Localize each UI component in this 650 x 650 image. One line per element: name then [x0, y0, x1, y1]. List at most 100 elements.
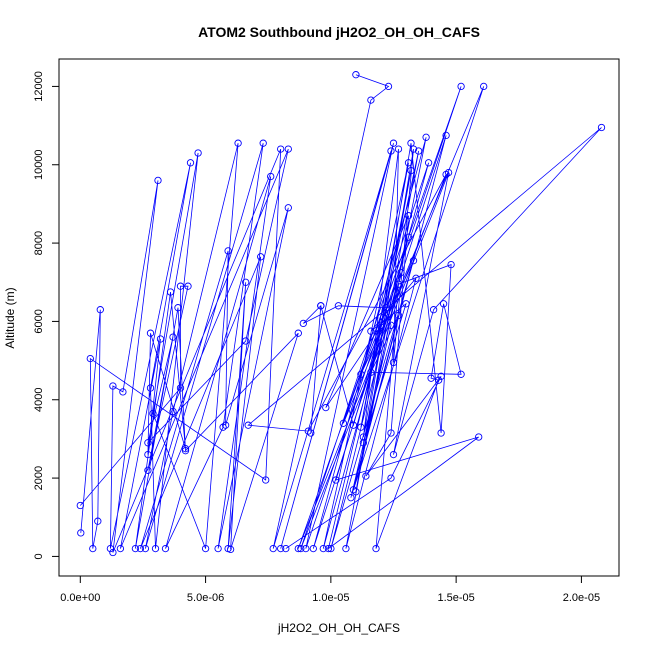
- data-point: [404, 233, 413, 241]
- data-point: [480, 82, 488, 91]
- data-point: [447, 260, 455, 269]
- data-point: [244, 421, 252, 429]
- data-point: [352, 488, 360, 496]
- data-point: [387, 429, 395, 437]
- data-point: [96, 306, 104, 314]
- data-point: [347, 494, 355, 502]
- data-point: [367, 368, 375, 376]
- series-2: [244, 71, 606, 553]
- data-point: [372, 544, 380, 553]
- plot-frame: [58, 58, 620, 577]
- data-point: [154, 176, 162, 185]
- data-point: [327, 544, 335, 553]
- y-tick-label: 0: [33, 553, 45, 559]
- data-point: [309, 544, 317, 553]
- data-point: [404, 159, 413, 167]
- y-tick-label: 2000: [33, 466, 45, 490]
- data-point: [267, 172, 275, 181]
- data-point: [324, 544, 333, 553]
- y-tick-label: 6000: [33, 309, 45, 333]
- data-point: [146, 329, 155, 337]
- data-point: [299, 319, 307, 328]
- x-tick-label: 1.5e-05: [437, 592, 474, 604]
- data-point: [307, 429, 315, 437]
- data-point: [389, 358, 398, 367]
- data-point: [141, 544, 150, 553]
- data-point: [437, 372, 445, 380]
- data-point: [414, 147, 423, 155]
- data-point: [349, 421, 358, 429]
- data-point: [394, 311, 403, 320]
- data-point: [359, 433, 368, 441]
- series-line: [247, 74, 602, 550]
- data-point: [181, 447, 190, 455]
- data-point: [119, 388, 127, 396]
- data-point: [284, 204, 292, 212]
- data-point: [409, 257, 418, 265]
- data-point: [342, 544, 350, 553]
- data-point: [384, 82, 393, 91]
- data-point: [387, 147, 395, 155]
- y-tick-label: 4000: [33, 388, 45, 412]
- data-point: [161, 544, 170, 553]
- data-point: [77, 529, 85, 537]
- data-point: [427, 374, 435, 382]
- data-point: [131, 544, 140, 553]
- data-point: [442, 131, 450, 140]
- data-point: [156, 335, 165, 343]
- data-point: [269, 544, 277, 553]
- data-point: [136, 544, 145, 553]
- data-point: [284, 145, 292, 153]
- data-point: [94, 517, 102, 525]
- chart-title: ATOM2 Southbound jH2O2_OH_OH_CAFS: [198, 24, 480, 40]
- x-tick-label: 0.0e+00: [60, 592, 100, 604]
- x-tick-label: 2.0e-05: [563, 592, 600, 604]
- data-point: [106, 544, 115, 553]
- data-point: [226, 545, 235, 554]
- data-point: [294, 329, 302, 337]
- data-point: [277, 544, 285, 553]
- data-point: [357, 370, 365, 378]
- data-point: [442, 170, 450, 179]
- data-point: [166, 288, 175, 296]
- data-point: [434, 376, 443, 384]
- data-point: [437, 429, 445, 437]
- data-point: [402, 300, 410, 308]
- data-point: [294, 544, 302, 553]
- data-point: [169, 407, 177, 416]
- data-point: [219, 423, 227, 431]
- data-point: [422, 133, 430, 141]
- data-point: [367, 327, 375, 335]
- data-point: [262, 476, 270, 484]
- data-point: [186, 159, 195, 167]
- data-point: [439, 300, 448, 308]
- data-point: [407, 166, 415, 175]
- data-point: [116, 544, 125, 553]
- y-tick-label: 12000: [33, 71, 45, 102]
- data-point: [319, 544, 327, 553]
- x-tick-label: 5.0e-06: [187, 592, 224, 604]
- data-point: [169, 333, 177, 341]
- data-point: [404, 212, 413, 220]
- y-tick-label: 8000: [33, 231, 45, 255]
- x-axis: 0.0e+00 5.0e-06 1.0e-05 1.5e-05 2.0e-05: [60, 575, 600, 604]
- data-point: [149, 409, 157, 418]
- data-point: [349, 486, 358, 494]
- data-point: [597, 123, 606, 132]
- data-point: [409, 145, 418, 153]
- data-point: [144, 466, 152, 474]
- data-point: [174, 304, 182, 312]
- data-point: [146, 384, 155, 392]
- data-point: [444, 168, 453, 177]
- data-point: [277, 145, 285, 153]
- data-point: [297, 544, 305, 553]
- data-point: [144, 450, 152, 459]
- x-tick-label: 1.0e-05: [312, 592, 349, 604]
- data-point: [109, 382, 117, 390]
- data-point: [224, 247, 232, 255]
- data-point: [424, 159, 433, 167]
- data-point: [352, 71, 360, 79]
- data-point: [242, 337, 250, 345]
- data-point: [387, 321, 395, 329]
